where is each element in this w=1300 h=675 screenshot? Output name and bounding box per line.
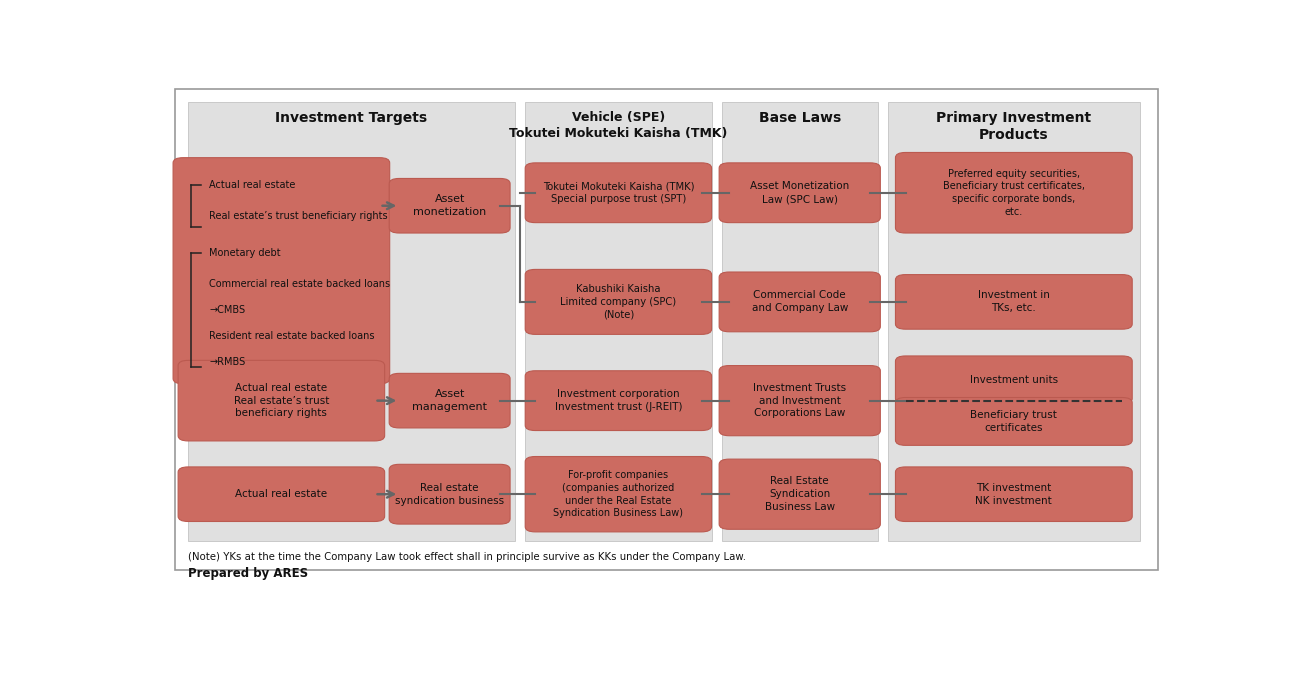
Text: →RMBS: →RMBS: [209, 356, 246, 367]
FancyBboxPatch shape: [173, 158, 390, 384]
FancyBboxPatch shape: [174, 89, 1158, 570]
Text: Vehicle (SPE)
Tokutei Mokuteki Kaisha (TMK): Vehicle (SPE) Tokutei Mokuteki Kaisha (T…: [510, 111, 728, 140]
Text: Investment in
TKs, etc.: Investment in TKs, etc.: [978, 290, 1050, 313]
FancyBboxPatch shape: [719, 366, 880, 436]
Text: TK investment
NK investment: TK investment NK investment: [975, 483, 1052, 506]
Text: For-profit companies
(companies authorized
under the Real Estate
Syndication Bus: For-profit companies (companies authoriz…: [554, 470, 684, 518]
Text: Beneficiary trust
certificates: Beneficiary trust certificates: [970, 410, 1057, 433]
FancyBboxPatch shape: [187, 102, 515, 541]
FancyBboxPatch shape: [896, 356, 1132, 404]
Text: (Note) YKs at the time the Company Law took effect shall in principle survive as: (Note) YKs at the time the Company Law t…: [187, 551, 746, 562]
FancyBboxPatch shape: [525, 269, 711, 334]
Text: Primary Investment
Products: Primary Investment Products: [936, 111, 1092, 142]
FancyBboxPatch shape: [896, 153, 1132, 233]
Text: Real estate’s trust beneficiary rights: Real estate’s trust beneficiary rights: [209, 211, 387, 221]
FancyBboxPatch shape: [178, 467, 385, 522]
Text: Monetary debt: Monetary debt: [209, 248, 281, 258]
Text: Prepared by ARES: Prepared by ARES: [187, 567, 308, 580]
FancyBboxPatch shape: [178, 360, 385, 441]
Text: Asset
management: Asset management: [412, 389, 488, 412]
FancyBboxPatch shape: [525, 456, 711, 532]
FancyBboxPatch shape: [525, 163, 711, 223]
FancyBboxPatch shape: [896, 398, 1132, 446]
Text: Commercial real estate backed loans: Commercial real estate backed loans: [209, 279, 390, 289]
Text: Resident real estate backed loans: Resident real estate backed loans: [209, 331, 374, 341]
Text: Real estate
syndication business: Real estate syndication business: [395, 483, 504, 506]
Text: Tokutei Mokuteki Kaisha (TMK)
Special purpose trust (SPT): Tokutei Mokuteki Kaisha (TMK) Special pu…: [542, 182, 694, 204]
FancyBboxPatch shape: [525, 371, 711, 431]
FancyBboxPatch shape: [722, 102, 878, 541]
Text: Investment Targets: Investment Targets: [276, 111, 428, 125]
FancyBboxPatch shape: [389, 373, 510, 428]
Text: Asset Monetization
Law (SPC Law): Asset Monetization Law (SPC Law): [750, 182, 849, 204]
Text: Actual real estate: Actual real estate: [209, 180, 295, 190]
Text: Investment corporation
Investment trust (J-REIT): Investment corporation Investment trust …: [555, 389, 682, 412]
Text: Real Estate
Syndication
Business Law: Real Estate Syndication Business Law: [764, 477, 835, 512]
Text: Preferred equity securities,
Beneficiary trust certificates,
specific corporate : Preferred equity securities, Beneficiary…: [942, 169, 1084, 217]
FancyBboxPatch shape: [888, 102, 1140, 541]
FancyBboxPatch shape: [389, 178, 510, 233]
Text: Commercial Code
and Company Law: Commercial Code and Company Law: [751, 290, 848, 313]
Text: Base Laws: Base Laws: [759, 111, 841, 125]
Text: Investment Trusts
and Investment
Corporations Law: Investment Trusts and Investment Corpora…: [753, 383, 846, 418]
FancyBboxPatch shape: [719, 272, 880, 332]
Text: Kabushiki Kaisha
Limited company (SPC)
(Note): Kabushiki Kaisha Limited company (SPC) (…: [560, 284, 676, 320]
FancyBboxPatch shape: [719, 459, 880, 529]
Text: Actual real estate
Real estate’s trust
beneficiary rights: Actual real estate Real estate’s trust b…: [234, 383, 329, 418]
Text: Actual real estate: Actual real estate: [235, 489, 328, 500]
FancyBboxPatch shape: [719, 163, 880, 223]
FancyBboxPatch shape: [896, 467, 1132, 522]
FancyBboxPatch shape: [896, 275, 1132, 329]
FancyBboxPatch shape: [525, 102, 711, 541]
Text: Investment units: Investment units: [970, 375, 1058, 385]
Text: →CMBS: →CMBS: [209, 304, 246, 315]
Text: Asset
monetization: Asset monetization: [413, 194, 486, 217]
FancyBboxPatch shape: [389, 464, 510, 524]
